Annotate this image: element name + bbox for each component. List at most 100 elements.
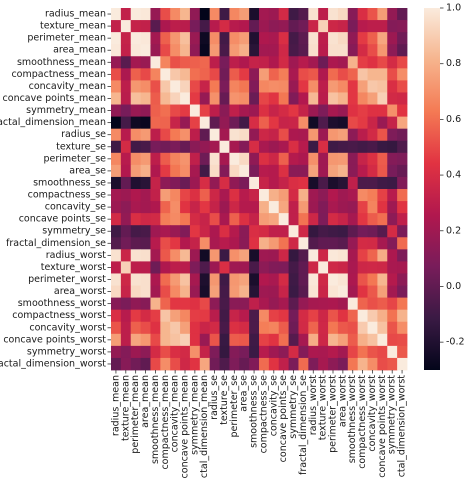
- heatmap-cell: [170, 345, 181, 359]
- heatmap-cell: [199, 44, 211, 57]
- heatmap-cell: [239, 189, 250, 202]
- heatmap-cell: [111, 249, 122, 262]
- heatmap-cell: [199, 32, 211, 45]
- heatmap-cell: [111, 189, 122, 202]
- heatmap-cell: [209, 189, 220, 202]
- heatmap-cell: [397, 104, 408, 117]
- heatmap-cell: [328, 321, 339, 335]
- heatmap-cell: [318, 80, 329, 93]
- heatmap-cell: [140, 249, 151, 262]
- heatmap-cell: [259, 44, 270, 57]
- colorbar-tick-label: -0.2: [446, 337, 465, 348]
- heatmap-cell: [219, 116, 230, 130]
- heatmap-cell: [387, 261, 398, 274]
- heatmap-cell: [268, 201, 280, 214]
- heatmap-cell: [357, 333, 368, 347]
- heatmap-cell: [130, 237, 141, 250]
- heatmap-cell: [111, 32, 122, 45]
- y-tick-label: compactness_se: [28, 190, 107, 201]
- heatmap-cell: [298, 225, 309, 238]
- heatmap-cell: [308, 68, 319, 81]
- heatmap-cell: [347, 309, 359, 323]
- heatmap-cell: [199, 309, 211, 323]
- heatmap-cell: [397, 152, 408, 166]
- x-tick-label: concavity_mean: [170, 375, 181, 452]
- heatmap-cell: [278, 285, 289, 298]
- heatmap-cell: [357, 140, 368, 154]
- heatmap-cell: [288, 237, 299, 250]
- heatmap-cell: [268, 309, 280, 323]
- heatmap-cell: [219, 140, 230, 154]
- heatmap-cell: [160, 225, 171, 238]
- heatmap-cell: [229, 44, 240, 57]
- heatmap-cell: [160, 32, 171, 45]
- heatmap-cell: [140, 213, 151, 226]
- heatmap-cell: [160, 152, 171, 166]
- heatmap-cell: [219, 297, 230, 311]
- heatmap-cell: [308, 92, 319, 105]
- heatmap-cell: [357, 261, 368, 274]
- y-tick-label: symmetry_se: [42, 226, 106, 237]
- heatmap-cell: [367, 357, 378, 371]
- heatmap-cell: [140, 104, 151, 117]
- x-tick-label: texture_mean: [120, 375, 131, 441]
- heatmap-cell: [249, 68, 260, 81]
- heatmap-cell: [111, 273, 122, 286]
- heatmap-cell: [219, 56, 230, 69]
- heatmap-cell: [259, 128, 270, 142]
- heatmap-cell: [130, 68, 141, 81]
- heatmap-cell: [337, 56, 349, 69]
- heatmap-cell: [209, 152, 220, 166]
- y-tick-label: concave points_worst: [3, 334, 106, 345]
- heatmap-cell: [209, 80, 220, 93]
- heatmap-cell: [209, 357, 220, 371]
- heatmap-cell: [189, 44, 201, 57]
- heatmap-cell: [229, 152, 240, 166]
- heatmap-cell: [111, 152, 122, 166]
- heatmap-cell: [328, 189, 339, 202]
- heatmap-cell: [347, 164, 359, 178]
- heatmap-cell: [288, 309, 299, 323]
- x-tick-label: radius_mean: [110, 375, 121, 436]
- heatmap-cell: [130, 249, 141, 262]
- heatmap-cell: [140, 32, 151, 45]
- heatmap-cell: [140, 56, 151, 69]
- heatmap-cell: [357, 80, 368, 93]
- y-tick-label: compactness_worst: [12, 310, 106, 321]
- y-tick-label: symmetry_mean: [26, 105, 106, 116]
- heatmap-cell: [397, 80, 408, 93]
- heatmap-cell: [170, 152, 181, 166]
- heatmap-cell: [249, 201, 260, 214]
- heatmap-cell: [120, 273, 132, 286]
- heatmap-cell: [189, 92, 201, 105]
- heatmap-cell: [298, 128, 309, 142]
- heatmap-cell: [259, 345, 270, 359]
- x-tick-label: concavity_se: [268, 375, 279, 436]
- heatmap-cell: [130, 164, 141, 178]
- heatmap-cell: [357, 152, 368, 166]
- heatmap-cell: [239, 333, 250, 347]
- heatmap-cell: [199, 164, 211, 178]
- heatmap-cell: [170, 201, 181, 214]
- heatmap-cell: [209, 297, 220, 311]
- heatmap-cell: [111, 225, 122, 238]
- heatmap-cell: [150, 237, 161, 250]
- heatmap-cell: [180, 104, 191, 117]
- x-tick-label: texture_se: [219, 375, 230, 425]
- heatmap-cell: [219, 261, 230, 274]
- heatmap-cell: [347, 333, 359, 347]
- heatmap-cell: [219, 32, 230, 45]
- heatmap-cell: [229, 237, 240, 250]
- heatmap-cell: [288, 32, 299, 45]
- heatmap-cell: [150, 116, 161, 130]
- heatmap-cell: [249, 128, 260, 142]
- heatmap-cell: [150, 68, 161, 81]
- heatmap-cell: [170, 164, 181, 178]
- heatmap-cell: [397, 44, 408, 57]
- heatmap-cell: [249, 176, 260, 190]
- heatmap-cell: [288, 56, 299, 69]
- heatmap-cell: [347, 152, 359, 166]
- heatmap-cell: [130, 92, 141, 105]
- heatmap-cell: [189, 116, 201, 130]
- heatmap-cell: [397, 213, 408, 226]
